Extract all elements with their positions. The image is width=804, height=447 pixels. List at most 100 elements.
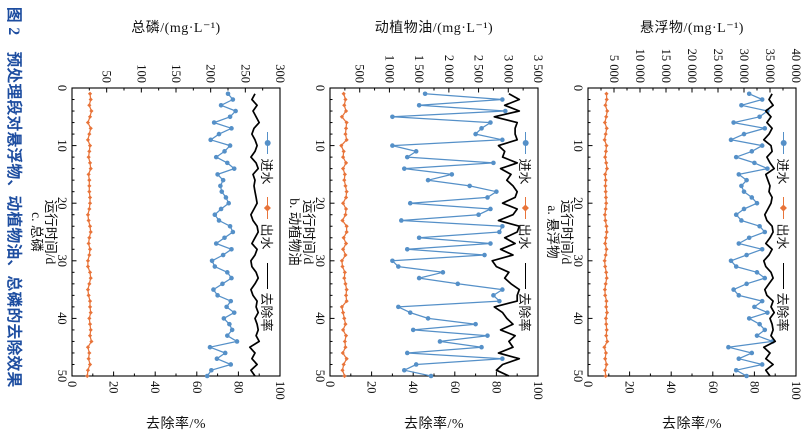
influent-marker-icon: [523, 140, 530, 147]
series-effluent-marker: [87, 195, 93, 200]
series-effluent-marker: [341, 91, 346, 96]
series-influent-marker: [744, 177, 749, 183]
series-effluent-marker: [86, 356, 91, 361]
series-influent-marker: [467, 183, 472, 189]
series-effluent-marker: [340, 201, 346, 206]
series-effluent-marker: [87, 322, 93, 327]
series-influent-marker: [231, 166, 237, 171]
series-influent-marker: [731, 287, 736, 292]
series-effluent-marker: [86, 241, 91, 246]
series-influent-marker: [757, 223, 762, 229]
series-effluent-marker: [89, 108, 94, 114]
series-influent-marker: [728, 137, 734, 143]
series-influent-marker: [739, 183, 744, 189]
x-tick-label: 0: [571, 85, 585, 91]
series-influent-marker: [765, 310, 770, 315]
series-effluent-marker: [85, 368, 91, 373]
series-effluent-marker: [604, 304, 609, 309]
chart-svg-a: 5 000 10 000 15 000 20 000 25 000 30 000 35 00…: [571, 49, 803, 400]
series-influent-marker: [482, 252, 487, 258]
influent-marker-icon: [781, 140, 788, 147]
series-effluent-marker: [604, 275, 609, 281]
series-effluent-marker: [604, 224, 609, 229]
series-influent-marker: [757, 114, 762, 120]
effluent-marker-icon: [522, 205, 530, 212]
series-influent-marker: [759, 246, 765, 252]
series-influent-marker: [746, 316, 752, 321]
series-effluent-marker: [88, 229, 93, 235]
series-effluent-marker: [343, 241, 349, 246]
series-effluent-marker: [604, 143, 609, 148]
series-influent-marker: [476, 212, 481, 218]
series-influent-marker: [209, 258, 215, 264]
series-effluent-marker: [603, 195, 609, 200]
series-influent-marker: [754, 333, 760, 338]
series-influent-marker: [746, 91, 752, 97]
series-effluent-marker: [341, 362, 346, 367]
series-effluent-marker: [604, 322, 609, 327]
series-influent-marker: [212, 212, 218, 218]
x-tick-label: 30: [571, 255, 585, 268]
series-effluent-marker: [604, 166, 610, 171]
series-influent-marker: [407, 310, 413, 315]
series-influent-marker: [390, 114, 395, 120]
series-effluent-marker: [341, 235, 346, 240]
series-influent-marker: [225, 270, 230, 275]
legend-label-removal: 去除率: [259, 292, 275, 332]
removal-line-icon: [783, 262, 785, 289]
series-influent-marker: [733, 154, 739, 160]
y-axis-title-right-a: 去除率/%: [661, 417, 723, 432]
y-left-tick-label: 3 500: [531, 55, 545, 83]
series-influent-marker: [209, 367, 214, 373]
series-effluent-marker: [344, 356, 349, 361]
y-left-tick-label: 40 000: [789, 49, 803, 83]
series-influent-marker: [219, 189, 225, 194]
series-effluent-marker: [85, 120, 91, 125]
series-influent-marker: [739, 102, 744, 108]
series-influent-marker: [229, 126, 234, 131]
series-effluent-marker: [87, 270, 93, 275]
legend-item-effluent: 出水: [259, 197, 278, 250]
series-effluent-marker: [342, 316, 347, 321]
series-influent-marker: [225, 160, 230, 166]
series-effluent-marker: [88, 166, 93, 171]
series-removal-line: [762, 93, 777, 377]
series-influent-marker: [473, 321, 478, 327]
series-effluent-marker: [603, 373, 608, 379]
series-influent-marker: [220, 281, 225, 287]
series-influent-marker: [222, 350, 228, 356]
series-effluent-marker: [602, 120, 607, 125]
x-tick-label: 50: [571, 370, 585, 383]
series-effluent-marker: [340, 350, 345, 356]
series-effluent-marker: [88, 327, 93, 333]
series-effluent-marker: [86, 155, 91, 160]
series-effluent-marker: [87, 235, 92, 240]
series-influent-marker: [479, 344, 484, 350]
x-tick-label: 40: [571, 312, 585, 325]
x-tick-label: 0: [55, 85, 69, 91]
series-influent-marker: [226, 200, 231, 206]
series-effluent-marker: [343, 126, 349, 131]
series-effluent-marker: [87, 149, 92, 154]
series-influent-marker: [230, 97, 236, 102]
series-influent-marker: [231, 310, 237, 315]
y-left-tick-label: 2 500: [472, 55, 486, 83]
y-axis-title-left-b: 动植物油/(mg·L⁻¹): [374, 21, 494, 36]
series-effluent-marker: [603, 178, 608, 183]
series-effluent-marker: [343, 252, 348, 258]
series-influent-marker: [759, 97, 765, 102]
y-right-tick-label: 20: [107, 381, 121, 394]
series-influent-line: [727, 93, 774, 377]
y-left-tick-label: 1 500: [412, 55, 426, 83]
series-influent-marker: [428, 373, 434, 379]
series-effluent-marker: [603, 293, 608, 298]
series-effluent-marker: [339, 258, 344, 263]
series-effluent-marker: [343, 345, 348, 350]
series-effluent-marker: [85, 264, 91, 269]
legend-c: 进水 出水 去除率: [259, 88, 277, 376]
legend-label-influent: 进水: [775, 158, 791, 185]
series-influent-marker: [449, 172, 455, 177]
series-effluent-marker: [602, 258, 607, 263]
series-influent-marker: [744, 373, 749, 379]
series-effluent-marker: [340, 368, 345, 373]
